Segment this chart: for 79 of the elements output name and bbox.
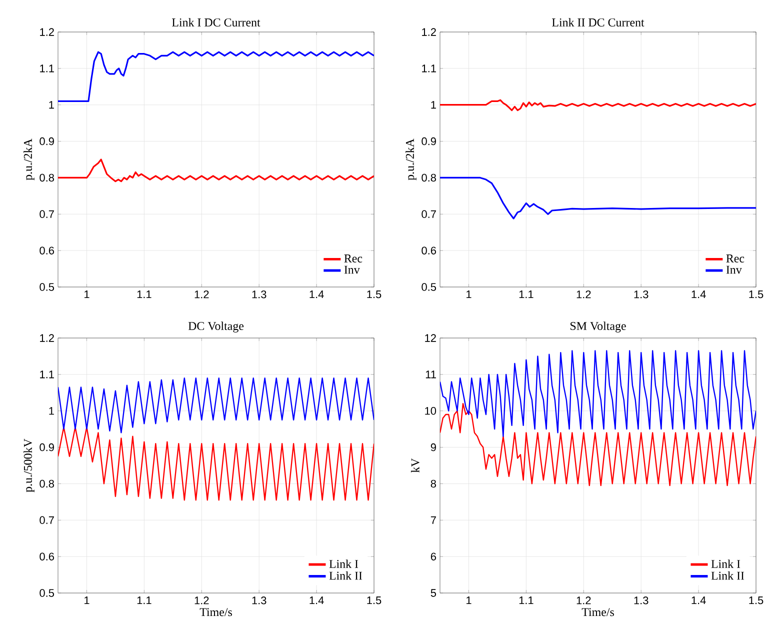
y-tick-label: 0.6 (422, 246, 436, 254)
line-series (440, 350, 756, 437)
y-tick-label: 5 (430, 589, 436, 597)
y-tick-label: 1.2 (40, 334, 54, 342)
x-tick-label: 1 (466, 596, 472, 604)
y-tick-label: 0.5 (40, 589, 54, 597)
x-tick-label: 1 (466, 290, 472, 298)
x-tick-label: 1.4 (692, 596, 706, 604)
x-tick-label: 1.3 (634, 596, 648, 604)
legend-label: Link II (711, 571, 744, 580)
chart-title: Link II DC Current (552, 18, 644, 26)
y-tick-label: 0.8 (40, 480, 54, 488)
x-tick-label: 1.2 (576, 290, 591, 298)
x-tick-label: 1.2 (194, 596, 209, 604)
x-tick-label: 1.3 (252, 596, 266, 604)
y-tick-label: 1.2 (422, 28, 436, 36)
x-axis-title: Time/s (582, 608, 614, 616)
x-tick-label: 1.2 (194, 290, 209, 298)
y-tick-label: 0.6 (40, 552, 54, 560)
line-series (440, 176, 756, 220)
legend-label: Link II (329, 571, 362, 580)
x-tick-label: 1.1 (519, 596, 534, 604)
y-tick-label: 1.1 (40, 370, 54, 378)
y-tick-label: 10 (425, 406, 436, 415)
x-tick-label: 1.1 (519, 290, 534, 298)
chart-title: Link I DC Current (172, 18, 260, 26)
legend-label: Rec (344, 254, 362, 262)
x-tick-label: 1.2 (576, 596, 591, 604)
y-tick-label: 1 (431, 101, 436, 109)
line-series (58, 426, 374, 501)
y-axis-title: p.u./500kV (24, 438, 34, 492)
legend-label: Rec (726, 254, 744, 262)
y-tick-label: 0.6 (40, 246, 54, 254)
y-tick-label: 12 (425, 334, 436, 342)
y-tick-label: 6 (430, 552, 436, 560)
y-tick-label: 8 (430, 480, 436, 488)
y-tick-label: 0.7 (40, 516, 54, 524)
y-tick-label: 7 (430, 516, 436, 524)
y-tick-label: 0.5 (422, 283, 436, 291)
x-tick-label: 1.5 (367, 596, 382, 604)
y-axis-title: kV (410, 458, 420, 473)
y-tick-label: 1 (49, 101, 54, 109)
x-tick-label: 1.1 (137, 596, 152, 604)
y-tick-label: 1.1 (422, 64, 436, 72)
x-axis-title: Time/s (200, 608, 232, 616)
y-tick-label: 0.9 (40, 443, 54, 452)
chart-title: DC Voltage (188, 322, 244, 332)
y-tick-label: 0.8 (422, 174, 436, 182)
y-tick-label: 9 (430, 443, 436, 452)
legend-label: Link I (711, 560, 740, 568)
y-tick-label: 1.1 (40, 64, 54, 72)
x-tick-label: 1.5 (749, 290, 764, 298)
legend-label: Inv (726, 266, 742, 274)
line-series (58, 377, 374, 434)
y-tick-label: 0.9 (422, 137, 436, 146)
y-tick-label: 0.9 (40, 137, 54, 146)
x-tick-label: 1 (84, 596, 90, 604)
x-tick-label: 1.3 (634, 290, 648, 298)
y-tick-label: 0.7 (422, 210, 436, 218)
chart-title: SM Voltage (570, 322, 626, 332)
x-tick-label: 1.1 (137, 290, 152, 298)
y-tick-label: 1 (49, 407, 54, 415)
x-tick-label: 1.5 (749, 596, 764, 604)
x-tick-label: 1.4 (310, 290, 324, 298)
y-tick-label: 0.8 (40, 174, 54, 182)
y-tick-label: 1.2 (40, 28, 54, 36)
y-tick-label: 0.5 (40, 283, 54, 291)
x-tick-label: 1.4 (692, 290, 706, 298)
line-series (58, 158, 374, 182)
legend-label: Link I (329, 560, 358, 568)
x-tick-label: 1.3 (252, 290, 266, 298)
x-tick-label: 1 (84, 290, 90, 298)
x-tick-label: 1.5 (367, 290, 382, 298)
legend-label: Inv (344, 266, 360, 274)
y-axis-title: p.u./2kA (406, 138, 416, 180)
x-tick-label: 1.4 (310, 596, 324, 604)
y-axis-title: p.u./2kA (24, 138, 34, 180)
y-tick-label: 0.7 (40, 210, 54, 218)
y-tick-label: 11 (426, 370, 436, 378)
